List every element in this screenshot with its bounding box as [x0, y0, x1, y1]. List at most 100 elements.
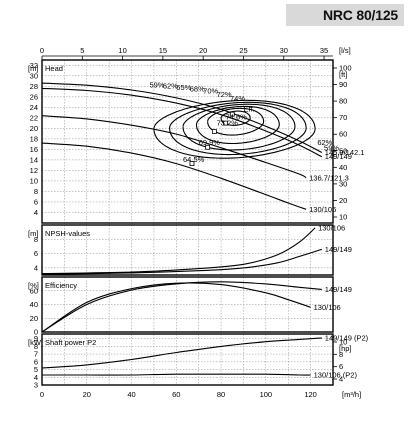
- efficiency-y-tick-label: 20: [30, 314, 38, 323]
- iso-efficiency-curve: [169, 101, 307, 156]
- npsh-series-label: 130/106: [318, 223, 345, 232]
- bottom-axis-tick-label: 80: [217, 390, 225, 399]
- head-y2-tick-label: 20: [339, 196, 347, 205]
- efficiency-contour-label: 74%: [230, 94, 245, 103]
- head-y2-tick-label: 90: [339, 80, 347, 89]
- head-y2-tick-label: 60: [339, 130, 347, 139]
- npsh-series-line: [41, 227, 316, 275]
- efficiency-contour-label: 62%: [317, 138, 332, 147]
- efficiency-y-tick-label: 60: [30, 286, 38, 295]
- efficiency-y-unit: [%]: [28, 281, 39, 290]
- model-title: NRC 80/125: [322, 7, 398, 23]
- head-y2-tick-label: 100: [339, 64, 352, 73]
- efficiency-contour-label: 68%: [190, 85, 205, 94]
- power-y2-tick-label: 6: [339, 362, 343, 371]
- head-series-label: 130/106: [309, 205, 336, 214]
- head-y-tick-label: 26: [30, 92, 38, 101]
- efficiency-series-line: [41, 281, 322, 333]
- npsh-series-line: [41, 248, 322, 275]
- top-axis-tick-label: 20: [199, 46, 207, 55]
- top-axis-unit: [l/s]: [339, 46, 351, 55]
- head-panel-title: Head: [45, 64, 63, 73]
- efficiency-panel-frame: [41, 276, 334, 333]
- power-panel-frame: [41, 333, 334, 386]
- power-y-tick-label: 5: [34, 365, 38, 374]
- bottom-axis-tick-label: 60: [172, 390, 180, 399]
- efficiency-contour-label: 62%: [163, 81, 178, 90]
- labels-layer: [m] Head145.9/142.1149/149136.7/121.3130/…: [28, 64, 369, 379]
- bottom-axis-tick-label: 0: [40, 390, 44, 399]
- top-axis-tick-label: 0: [40, 46, 44, 55]
- top-axis-tick-label: 30: [280, 46, 288, 55]
- head-y-tick-label: 20: [30, 124, 38, 133]
- efficiency-contour-label: 70%: [203, 87, 218, 96]
- power-y-unit: [kW]: [28, 338, 43, 347]
- head-y-tick-label: 10: [30, 176, 38, 185]
- power-y-tick-label: 9: [34, 334, 38, 343]
- power-panel-title: Shaft power P2: [45, 338, 96, 347]
- head-series-line: [41, 87, 323, 158]
- bottom-axis-tick-label: 40: [127, 390, 135, 399]
- efficiency-series-label: 149/149: [325, 285, 352, 294]
- power-series-line: [41, 337, 322, 369]
- iso-efficiency-curve: [220, 110, 251, 126]
- head-y-tick-label: 6: [34, 197, 38, 206]
- efficiency-contour-label: Eff.: [243, 105, 254, 114]
- head-y-tick-label: 22: [30, 113, 38, 122]
- head-series-label: 149/149: [325, 152, 352, 161]
- head-y-tick-label: 24: [30, 103, 38, 112]
- bottom-axis-unit: [m³/h]: [342, 390, 361, 399]
- efficiency-series-label: 130/106: [314, 303, 341, 312]
- efficiency-panel-title: Efficiency: [45, 281, 77, 290]
- power-y-tick-label: 4: [34, 373, 38, 382]
- efficiency-series-line: [41, 282, 311, 333]
- iso-efficiency-curve: [195, 105, 280, 145]
- head-y-tick-label: 14: [30, 155, 38, 164]
- head-y2-tick-label: 70: [339, 113, 347, 122]
- frames-layer: [41, 59, 334, 386]
- bottom-axis-tick-label: 120: [304, 390, 317, 399]
- curves-layer: [41, 82, 323, 376]
- efficiency-contour-label: 69.9%: [199, 138, 221, 147]
- head-y-tick-label: 4: [34, 208, 38, 217]
- efficiency-contour-label: 59%: [324, 143, 339, 152]
- best-efficiency-point-marker: [205, 144, 211, 150]
- head-y2-tick-label: 50: [339, 146, 347, 155]
- head-y-tick-label: 8: [34, 187, 38, 196]
- grid-layer: [42, 60, 333, 386]
- best-efficiency-point-marker: [229, 111, 235, 117]
- power-y2-unit: [hp]: [339, 344, 352, 353]
- npsh-y-tick-label: 8: [34, 235, 38, 244]
- top-axis-tick-label: 10: [118, 46, 126, 55]
- efficiency-y-tick-label: 40: [30, 300, 38, 309]
- bottom-axis-tick-label: 20: [83, 390, 91, 399]
- npsh-y-unit: [m]: [28, 229, 38, 238]
- npsh-panel-frame: [41, 224, 334, 276]
- power-y-tick-label: 7: [34, 350, 38, 359]
- head-y-tick-label: 30: [30, 71, 38, 80]
- best-efficiency-point-marker: [211, 129, 217, 134]
- head-y2-tick-label: 40: [339, 163, 347, 172]
- head-y2-tick-label: 10: [339, 213, 347, 222]
- top-axis-tick-label: 25: [239, 46, 247, 55]
- head-series-label: 145.9/142.1: [325, 148, 365, 157]
- npsh-y-tick-label: 6: [34, 249, 38, 258]
- npsh-y-tick-label: 4: [34, 263, 38, 272]
- top-axis-tick-label: 15: [159, 46, 167, 55]
- head-y-tick-label: 28: [30, 82, 38, 91]
- power-y-tick-label: 8: [34, 342, 38, 351]
- power-series-label: 149/149 (P2): [325, 333, 369, 342]
- head-y-tick-label: 18: [30, 134, 38, 143]
- head-series-line: [41, 115, 307, 179]
- iso-efficiency-curve: [182, 103, 296, 151]
- power-y-tick-label: 6: [34, 357, 38, 366]
- power-y2-tick-label: 8: [339, 350, 343, 359]
- power-y2-tick-label: 4: [339, 375, 343, 384]
- best-efficiency-point-marker: [189, 161, 195, 166]
- efficiency-contour-label: 59%: [149, 80, 164, 89]
- efficiency-contour-label: 64.5%: [183, 155, 205, 164]
- best-efficiency-point-marker: [223, 120, 228, 126]
- efficiency-y-tick-label: 0: [34, 328, 38, 337]
- npsh-series-label: 149/149: [325, 245, 352, 254]
